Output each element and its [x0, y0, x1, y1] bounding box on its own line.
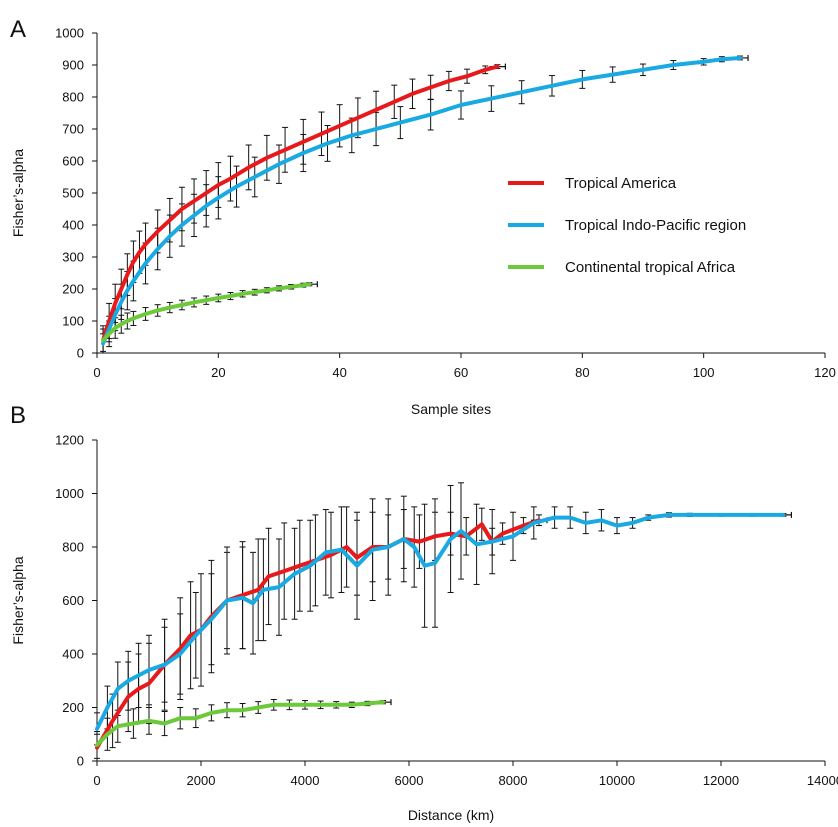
x-tick-label: 80	[575, 365, 589, 380]
y-tick-label: 700	[62, 122, 84, 137]
y-tick-label: 800	[62, 540, 84, 555]
x-tick-label: 0	[93, 773, 100, 788]
y-tick-label: 1000	[55, 486, 84, 501]
error-bars-2	[100, 54, 749, 354]
x-tick-label: 60	[454, 365, 468, 380]
series-line-1	[95, 518, 541, 750]
x-tick-label: 20	[211, 365, 225, 380]
series-line-1	[101, 64, 500, 343]
y-tick-label: 500	[62, 186, 84, 201]
x-tick-label: 14000	[807, 773, 838, 788]
error-bars-2	[94, 482, 793, 746]
y-tick-label: 600	[62, 154, 84, 169]
y-tick-label: 600	[62, 593, 84, 608]
x-tick-label: 10000	[599, 773, 635, 788]
legend-label: Tropical America	[565, 175, 677, 192]
y-axis-title: Fisher’s-alpha	[10, 149, 26, 237]
series-line-3	[101, 282, 312, 343]
y-tick-label: 300	[62, 250, 84, 265]
series-line-2	[95, 512, 786, 731]
x-tick-label: 40	[332, 365, 346, 380]
x-axis-title: Distance (km)	[408, 807, 494, 823]
x-tick-label: 100	[693, 365, 715, 380]
legend-label: Tropical Indo-Pacific region	[565, 217, 746, 234]
panel-label-b: B	[10, 402, 26, 429]
x-tick-label: 12000	[703, 773, 739, 788]
x-tick-label: 8000	[499, 773, 528, 788]
y-tick-label: 100	[62, 314, 84, 329]
y-tick-label: 400	[62, 647, 84, 662]
y-tick-label: 0	[77, 754, 84, 769]
panel-label-a: A	[10, 16, 26, 43]
y-tick-label: 0	[77, 346, 84, 361]
x-tick-label: 120	[814, 365, 836, 380]
legend: Tropical America Tropical Indo-Pacific re…	[508, 175, 746, 276]
y-tick-label: 800	[62, 90, 84, 105]
x-tick-label: 6000	[395, 773, 424, 788]
chart-a: 0 100 200 300 400 500 600 700 800 900 1000 0 20 40 60 8…	[10, 26, 836, 418]
y-axis-title: Fisher’s-alpha	[10, 556, 26, 644]
x-tick-label: 0	[93, 365, 100, 380]
y-tick-label: 1200	[55, 433, 84, 448]
y-tick-label: 200	[62, 700, 84, 715]
x-tick-label: 2000	[187, 773, 216, 788]
series-line-3	[95, 700, 385, 747]
legend-label: Continental tropical Africa	[565, 259, 736, 276]
y-tick-label: 200	[62, 282, 84, 297]
y-tick-label: 1000	[55, 26, 84, 41]
x-axis-title: Sample sites	[411, 401, 491, 417]
y-tick-label: 900	[62, 58, 84, 73]
series-line-2	[101, 56, 743, 346]
y-tick-label: 400	[62, 218, 84, 233]
x-tick-label: 4000	[291, 773, 320, 788]
